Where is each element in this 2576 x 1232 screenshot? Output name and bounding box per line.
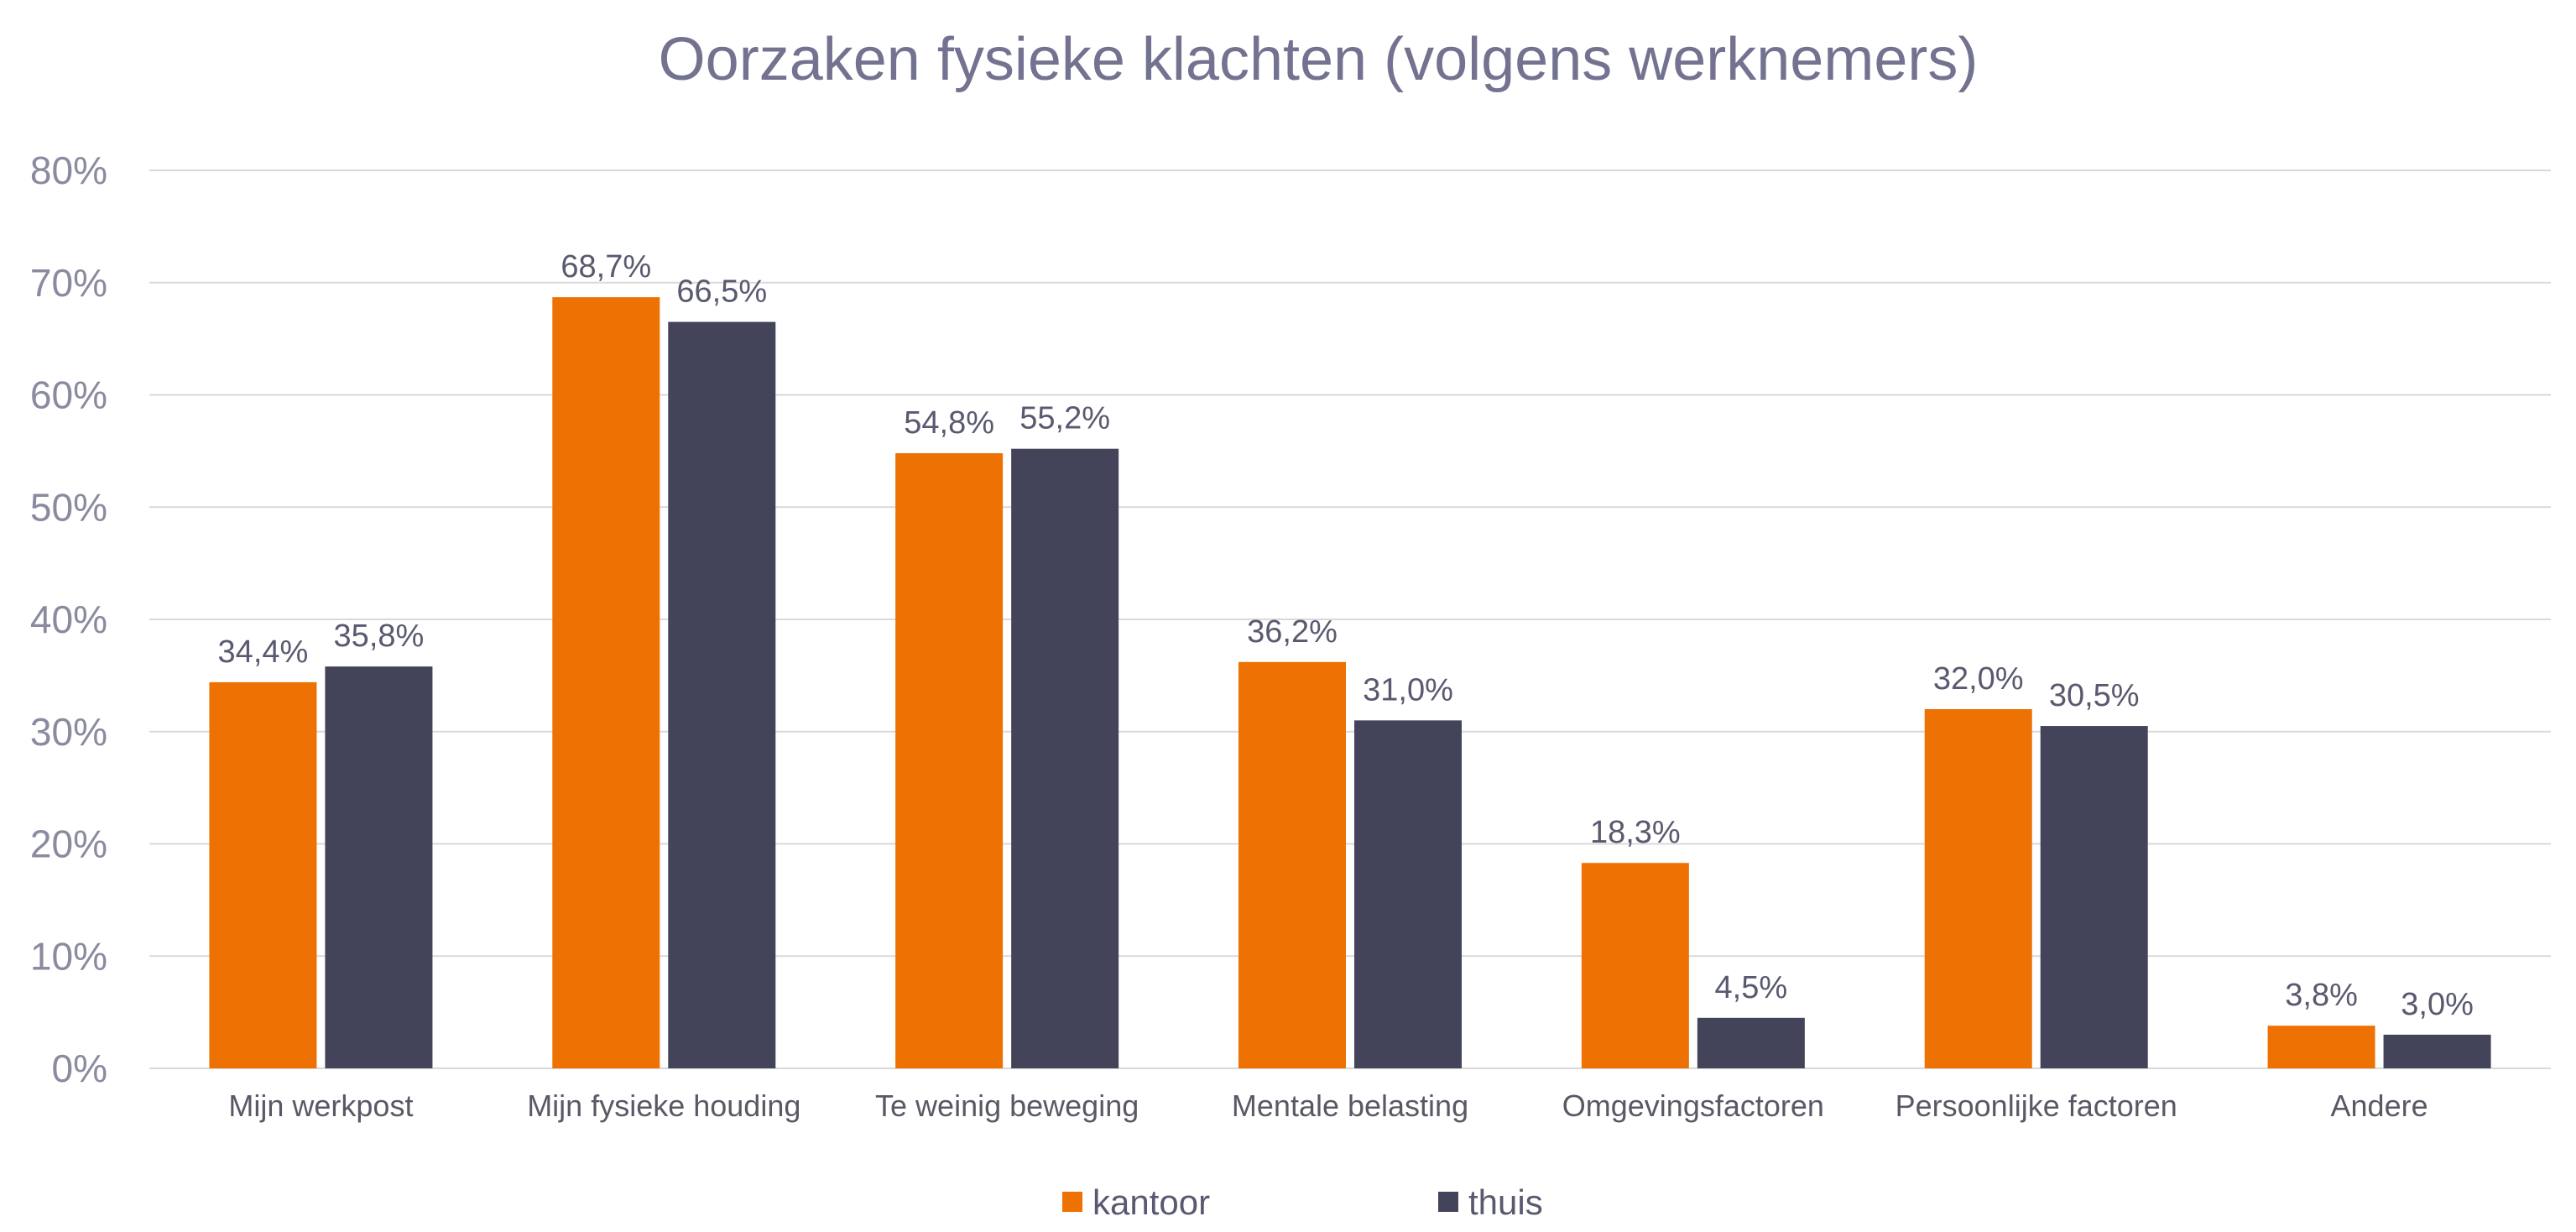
bar-kantoor (1238, 661, 1346, 1068)
legend-label-kantoor: kantoor (1092, 1182, 1210, 1222)
bar-thuis (2383, 1034, 2491, 1068)
bar-kantoor (895, 453, 1004, 1068)
bar-kantoor (209, 681, 317, 1068)
data-label: 30,5% (2049, 678, 2140, 713)
bar-kantoor (552, 297, 660, 1068)
data-label: 66,5% (676, 274, 767, 310)
y-tick-label: 60% (30, 373, 107, 417)
category-label: Andere (2331, 1088, 2428, 1123)
category-label: Mijn werkpost (228, 1088, 413, 1123)
y-tick-label: 0% (52, 1047, 107, 1090)
category-label: Te weinig beweging (875, 1088, 1139, 1123)
data-label: 54,8% (904, 405, 994, 441)
y-axis-ticks: 0% 10% 20% 30% 40% 50% 60% 70% 80% (30, 149, 107, 1090)
data-label: 3,0% (2401, 987, 2474, 1022)
data-labels: 34,4% 35,8% 68,7% 66,5% 54,8% 55,2% 36,2% 31,0%… (218, 249, 2474, 1022)
gridlines (149, 170, 2551, 1069)
bar-thuis (325, 666, 433, 1068)
data-label: 36,2% (1247, 614, 1338, 650)
data-label: 55,2% (1019, 401, 1110, 436)
bar-thuis (1354, 720, 1462, 1068)
legend: kantoor thuis (1062, 1182, 1543, 1222)
data-label: 18,3% (1590, 815, 1681, 850)
category-label: Mentale belasting (1232, 1088, 1468, 1123)
bar-thuis (668, 321, 776, 1068)
bar-kantoor (1581, 863, 1689, 1068)
data-label: 32,0% (1933, 661, 2024, 697)
y-tick-label: 30% (30, 710, 107, 754)
legend-label-thuis: thuis (1468, 1182, 1543, 1222)
category-label: Mijn fysieke houding (527, 1088, 800, 1123)
y-tick-label: 20% (30, 822, 107, 866)
legend-swatch-thuis (1438, 1192, 1458, 1212)
data-label: 4,5% (1715, 970, 1788, 1005)
y-tick-label: 70% (30, 261, 107, 305)
data-label: 34,4% (218, 634, 309, 670)
category-label: Persoonlijke factoren (1895, 1088, 2177, 1123)
chart-title: Oorzaken fysieke klachten (volgens werkn… (659, 26, 1979, 93)
data-label: 3,8% (2285, 978, 2358, 1013)
y-tick-label: 10% (30, 934, 107, 978)
bars (209, 297, 2491, 1068)
bar-thuis (1011, 448, 1119, 1068)
data-label: 35,8% (334, 619, 425, 654)
category-label: Omgevingsfactoren (1562, 1088, 1824, 1123)
bar-thuis (1697, 1017, 1805, 1068)
bar-kantoor (2267, 1026, 2375, 1068)
x-axis-ticks: Mijn werkpost Mijn fysieke houding Te wein… (228, 1088, 2427, 1123)
y-tick-label: 40% (30, 598, 107, 641)
data-label: 31,0% (1363, 672, 1453, 707)
bar-thuis (2040, 726, 2148, 1068)
y-tick-label: 80% (30, 149, 107, 192)
y-tick-label: 50% (30, 485, 107, 529)
data-label: 68,7% (561, 249, 651, 285)
bar-kantoor (1924, 709, 2032, 1068)
legend-swatch-kantoor (1062, 1192, 1082, 1212)
